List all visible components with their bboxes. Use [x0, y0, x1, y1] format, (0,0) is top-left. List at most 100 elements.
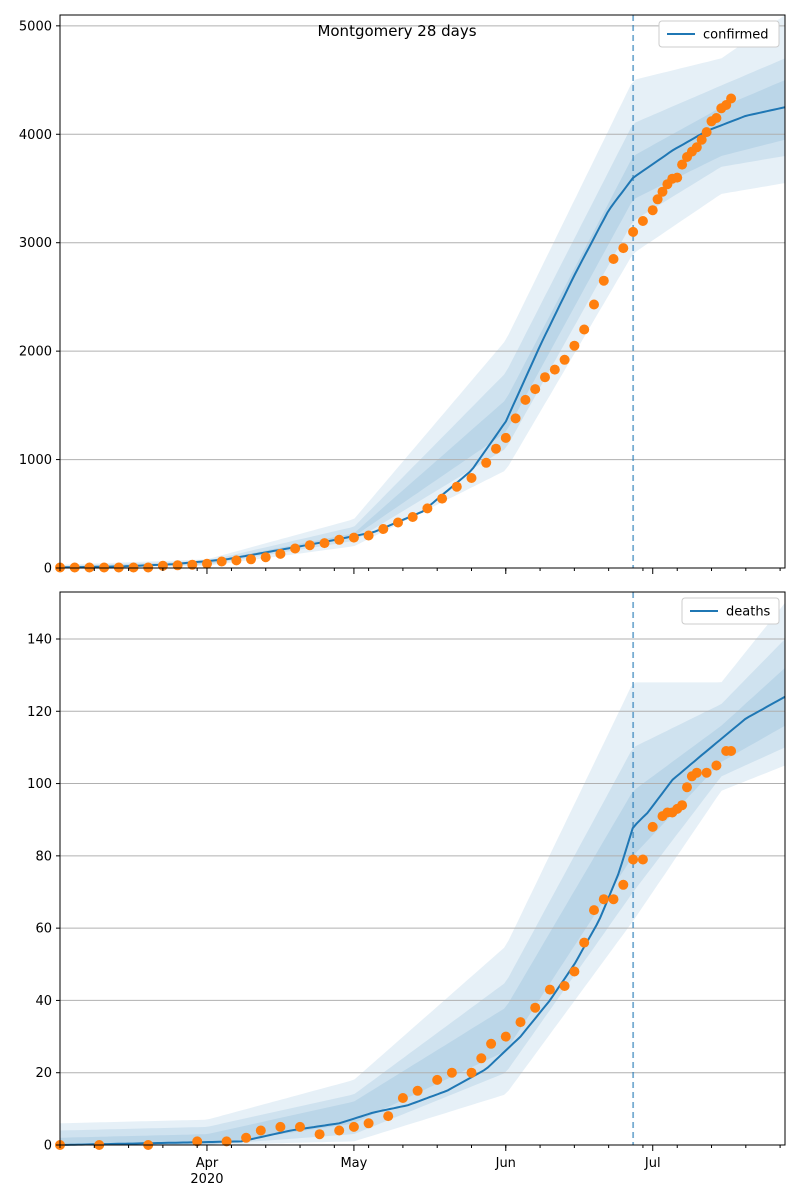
confirmed-observed-points	[55, 93, 737, 573]
observed-point	[510, 413, 521, 424]
observed-point	[486, 1038, 497, 1049]
deaths-observed-points	[55, 746, 737, 1150]
observed-point	[726, 93, 737, 104]
observed-point	[598, 894, 609, 905]
observed-point	[696, 134, 707, 145]
confirmed-y-axis: 0 1000 2000 3000 4000 5000	[19, 19, 60, 577]
observed-point	[290, 543, 301, 554]
observed-point	[544, 984, 555, 995]
observed-point	[446, 1067, 457, 1078]
observed-point	[549, 364, 560, 375]
observed-point	[304, 540, 315, 551]
x-tick-label: May	[340, 1156, 367, 1171]
deaths-y-axis: 0 20 40 60 80 100 120 140	[27, 632, 60, 1154]
deaths-legend: deaths	[681, 597, 780, 625]
chart-title: Montgomery 28 days	[317, 22, 476, 40]
observed-point	[295, 1121, 305, 1132]
observed-point	[187, 559, 198, 570]
observed-point	[216, 556, 227, 567]
observed-point	[701, 767, 712, 778]
deaths-gridlines	[60, 638, 785, 1146]
observed-point	[637, 854, 648, 865]
deaths-uncertainty-bands	[60, 602, 785, 1145]
observed-point	[701, 127, 712, 138]
observed-point	[348, 532, 359, 543]
observed-point	[637, 216, 648, 226]
observed-point	[466, 473, 477, 483]
uncertainty-band-2	[60, 58, 785, 569]
observed-point	[530, 1002, 541, 1013]
observed-point	[628, 854, 639, 865]
deaths-axes-frame	[59, 591, 786, 1146]
observed-point	[481, 457, 492, 468]
observed-point	[520, 394, 531, 405]
observed-point	[618, 879, 629, 890]
y-tick-label: 0	[44, 562, 52, 577]
observed-point	[657, 186, 668, 197]
y-tick-label: 140	[27, 632, 52, 647]
y-tick-label: 4000	[19, 128, 52, 143]
uncertainty-band-2	[60, 639, 785, 1145]
observed-point	[231, 555, 242, 566]
observed-point	[241, 1132, 252, 1143]
observed-point	[275, 1121, 286, 1132]
observed-point	[363, 1118, 374, 1129]
y-tick-label: 2000	[19, 345, 52, 360]
observed-point	[569, 966, 580, 977]
observed-point	[363, 530, 374, 541]
legend-box	[681, 597, 780, 625]
x-tick-label: Apr	[196, 1156, 219, 1171]
observed-point	[500, 1031, 511, 1042]
x-tick-sublabel: 2020	[190, 1172, 223, 1187]
observed-point	[412, 1085, 423, 1096]
y-tick-label: 0	[44, 1139, 52, 1154]
deaths-model-line	[59, 695, 786, 1146]
observed-point	[672, 172, 683, 183]
y-tick-label: 3000	[19, 236, 52, 251]
uncertainty-band-1	[60, 15, 785, 568]
legend-box	[658, 20, 780, 48]
y-tick-label: 40	[35, 994, 52, 1009]
y-tick-label: 20	[35, 1066, 52, 1081]
observed-point	[255, 1125, 266, 1136]
legend-label-confirmed: confirmed	[703, 28, 769, 43]
confirmed-x-axis	[59, 568, 781, 574]
observed-point	[647, 205, 658, 216]
observed-point	[275, 548, 286, 559]
observed-point	[515, 1017, 526, 1028]
observed-point	[618, 243, 629, 254]
observed-point	[383, 1111, 394, 1122]
observed-point	[677, 159, 688, 170]
observed-point	[314, 1129, 325, 1140]
observed-point	[559, 354, 570, 365]
observed-point	[569, 340, 580, 351]
observed-point	[397, 1093, 408, 1103]
y-tick-label: 80	[35, 849, 52, 864]
observed-point	[202, 558, 212, 569]
observed-point	[608, 894, 619, 905]
observed-point	[500, 432, 511, 443]
observed-point	[589, 905, 599, 916]
observed-point	[677, 800, 688, 811]
observed-point	[221, 1136, 232, 1147]
observed-point	[540, 372, 550, 383]
observed-point	[628, 226, 639, 237]
observed-point	[726, 746, 737, 756]
observed-point	[437, 493, 448, 504]
x-tick-label: Jun	[495, 1156, 516, 1171]
observed-point	[691, 142, 702, 153]
confirmed-legend: confirmed	[658, 20, 780, 48]
observed-point	[192, 1136, 203, 1147]
observed-point	[348, 1121, 359, 1132]
observed-point	[422, 503, 433, 514]
observed-point	[378, 524, 389, 534]
observed-point	[491, 443, 501, 454]
observed-point	[319, 538, 330, 549]
legend-label-deaths: deaths	[726, 605, 771, 620]
confirmed-panel: 0 1000 2000 3000 4000 5000 Montgomery 28 days…	[19, 14, 786, 577]
observed-point	[334, 1125, 345, 1136]
x-tick-label: Jul	[644, 1156, 661, 1171]
y-tick-label: 60	[35, 922, 52, 937]
observed-point	[579, 937, 590, 948]
